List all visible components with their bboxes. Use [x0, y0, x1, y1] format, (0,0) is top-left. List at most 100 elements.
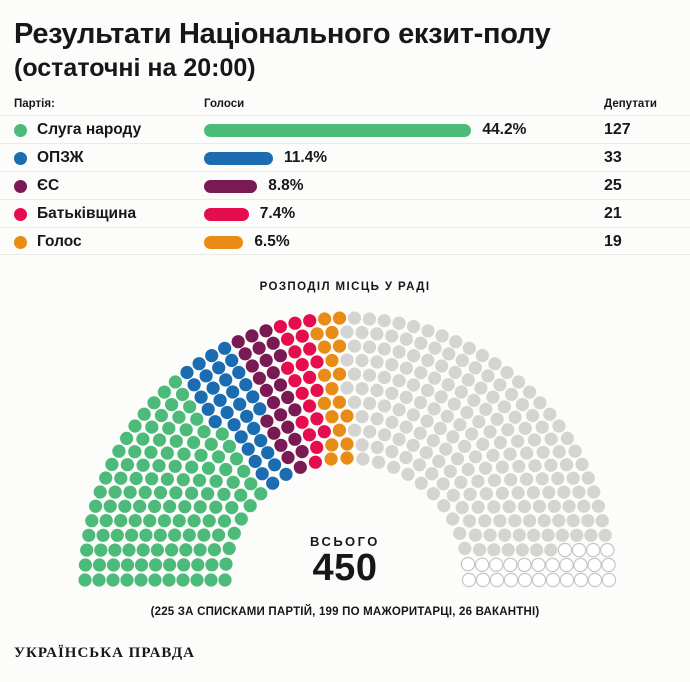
seat-dot: [474, 557, 490, 572]
seat-dot: [179, 423, 193, 437]
seat-dot: [94, 543, 108, 557]
seat-dot: [562, 499, 576, 513]
seat-dot: [566, 514, 580, 528]
seat-dot: [527, 433, 542, 447]
seat-dot: [252, 371, 266, 385]
seat-dot: [255, 467, 269, 481]
seat-dot: [324, 452, 338, 466]
seat-dot: [332, 395, 346, 409]
seat-dot: [310, 355, 324, 369]
seat-dot: [134, 558, 149, 572]
seat-dot: [225, 353, 239, 367]
seat-dot: [122, 543, 136, 557]
seat-dot: [377, 399, 392, 413]
seat-dot: [288, 345, 302, 359]
seat-dot: [226, 475, 240, 489]
seat-dot: [385, 445, 399, 459]
seat-dot: [407, 320, 421, 334]
seat-dot: [78, 558, 92, 572]
seat-dot: [302, 399, 317, 413]
seat-dot: [487, 543, 501, 557]
seat-dot: [201, 461, 216, 475]
seat-dot: [205, 349, 219, 363]
seat-dot: [426, 434, 440, 448]
seat-dot: [573, 557, 588, 573]
seat-dot: [461, 462, 475, 477]
seat-dot: [317, 340, 332, 354]
party-name: Батьківщина: [37, 205, 137, 222]
seat-dot: [194, 390, 208, 404]
seat-dot: [125, 528, 139, 542]
seat-dot: [504, 473, 518, 487]
seat-dot: [531, 572, 547, 588]
seat-dot: [136, 543, 150, 557]
seat-dot: [190, 412, 204, 426]
seat-dot: [421, 383, 435, 397]
seat-dot: [187, 378, 201, 392]
seat-dot: [515, 543, 530, 557]
seat-dot: [169, 434, 183, 448]
seat-dot: [501, 543, 515, 557]
seat-dot: [153, 528, 167, 542]
total-seats-value: 450: [312, 547, 378, 589]
seat-dot: [531, 557, 546, 573]
seat-dot: [267, 426, 281, 440]
seat-dot: [266, 336, 280, 350]
seat-dot: [490, 412, 504, 426]
seat-dot: [460, 556, 476, 572]
seat-dot: [528, 459, 542, 473]
seat-dot: [114, 471, 128, 485]
seat-dot: [288, 316, 302, 330]
seat-dot: [150, 543, 164, 557]
seat-dot: [295, 415, 309, 429]
seat-dot: [295, 445, 309, 459]
seat-dot: [248, 454, 262, 468]
deputies-count: 25: [604, 177, 622, 194]
seat-dot: [355, 410, 369, 424]
seat-dot: [254, 434, 268, 448]
party-color-dot-icon: [14, 179, 27, 193]
seat-dot: [245, 329, 259, 343]
seat-dot: [197, 528, 211, 542]
seat-dot: [413, 426, 427, 440]
party-color-dot-icon: [14, 123, 27, 137]
seat-dot: [261, 446, 275, 460]
seat-dot: [318, 312, 332, 326]
seat-dot: [426, 487, 440, 501]
seat-dot: [303, 314, 317, 328]
seat-dot: [370, 440, 384, 454]
seat-dot: [414, 476, 428, 490]
seat-dot: [419, 446, 433, 460]
seat-dot: [143, 514, 157, 528]
seat-dot: [340, 451, 354, 465]
seat-dot: [428, 341, 442, 355]
seat-dot: [449, 335, 463, 349]
seat-dot: [204, 437, 218, 451]
seat-dot: [601, 572, 617, 588]
seat-dot: [495, 486, 509, 500]
total-seats-label: ВСЬОГО: [310, 534, 380, 549]
seat-dot: [332, 423, 346, 437]
seat-dot: [187, 435, 201, 450]
seat-dot: [165, 543, 179, 557]
seat-dot: [281, 361, 295, 375]
seat-dot: [120, 431, 134, 445]
seat-dot: [517, 557, 532, 573]
seat-dot: [238, 347, 252, 361]
seat-dot: [425, 467, 439, 481]
seat-dot: [591, 499, 606, 513]
seat-dot: [493, 435, 507, 450]
seat-dot: [217, 514, 232, 528]
deputies-count: 19: [604, 233, 622, 250]
seat-dot: [497, 400, 511, 414]
seat-dot: [152, 459, 166, 473]
seat-dot: [504, 387, 519, 401]
seat-dot: [147, 396, 161, 410]
seat-dot: [162, 421, 176, 435]
seat-dot: [229, 452, 244, 466]
seat-dot: [183, 400, 197, 414]
seat-dot: [584, 528, 598, 542]
seat-dot: [178, 500, 192, 514]
seat-dot: [378, 428, 392, 442]
seat-dot: [85, 514, 99, 528]
